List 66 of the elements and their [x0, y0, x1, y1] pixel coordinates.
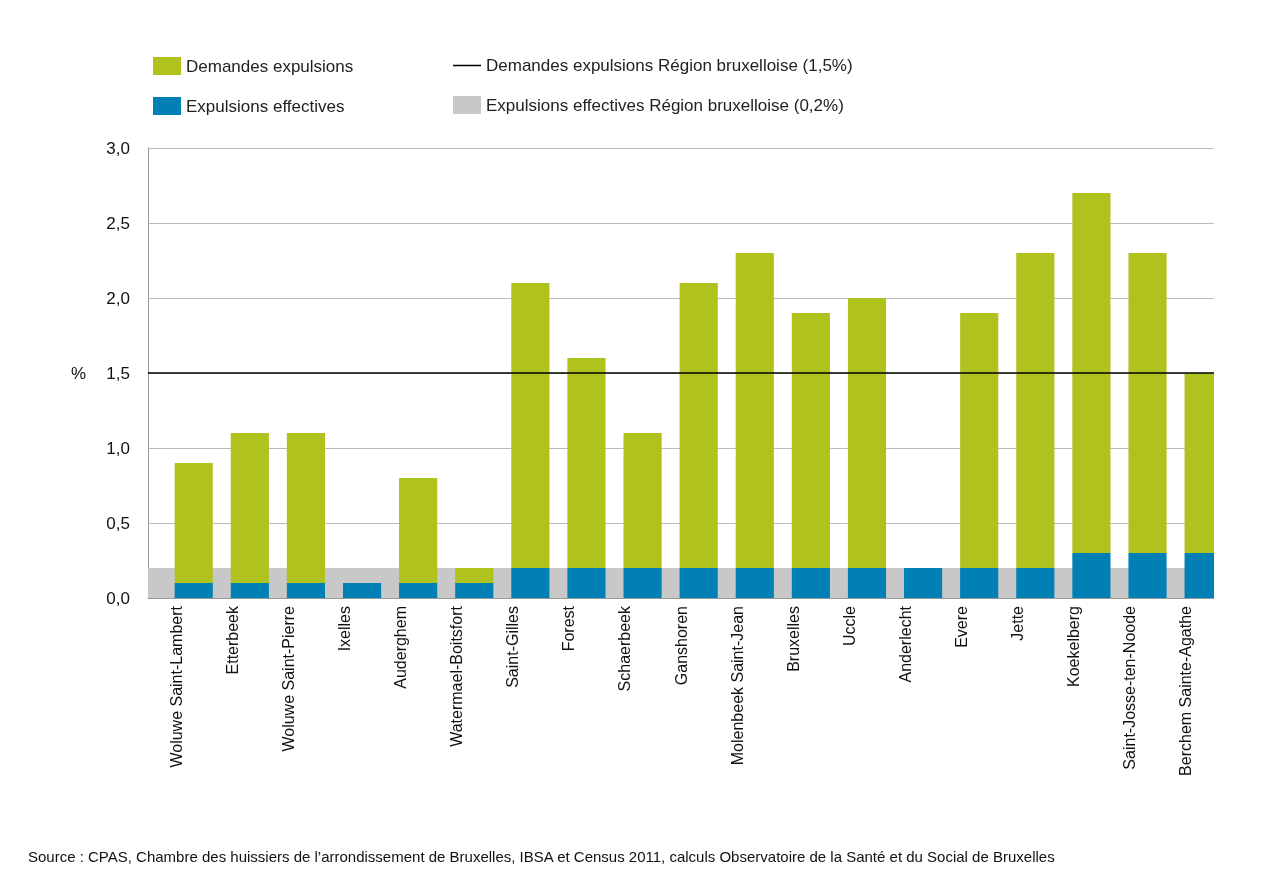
bar: [567, 358, 606, 568]
x-tick-label: Forest: [560, 605, 578, 652]
y-tick-label: 3,0: [106, 138, 130, 158]
x-tick-label: Molenbeek Saint-Jean: [728, 606, 746, 766]
bar: [1128, 553, 1167, 598]
bar: [679, 283, 718, 568]
x-tick-label: Schaerbeek: [616, 605, 634, 692]
bar: [960, 313, 999, 568]
bar: [174, 583, 213, 598]
x-tick-label: Ixelles: [335, 606, 353, 652]
x-tick-label: Saint-Gilles: [504, 606, 522, 688]
y-tick-label: 0,5: [106, 513, 130, 533]
legend-label: Expulsions effectives: [186, 96, 345, 116]
x-tick-label: Ganshoren: [672, 606, 690, 686]
bar: [286, 583, 326, 598]
bar: [847, 568, 887, 598]
y-axis-title: %: [70, 363, 86, 383]
bar: [1128, 253, 1167, 553]
bar: [342, 583, 382, 598]
y-tick-label: 2,5: [106, 213, 130, 233]
bar: [511, 568, 550, 598]
bar: [1072, 193, 1111, 553]
x-tick-label: Koekelberg: [1065, 606, 1083, 687]
bar: [1016, 568, 1055, 598]
y-tick-label: 1,0: [106, 438, 130, 458]
y-tick-label: 0,0: [106, 588, 130, 608]
x-tick-label: Woluwe Saint-Lambert: [167, 605, 185, 768]
bar: [735, 568, 774, 598]
x-tick-label: Bruxelles: [784, 606, 802, 672]
bar: [230, 433, 269, 583]
bar: [735, 253, 774, 568]
bar: [791, 568, 830, 598]
bar: [791, 313, 830, 568]
bar: [230, 583, 269, 598]
x-tick-label: Berchem Sainte-Agathe: [1177, 605, 1195, 776]
bar: [455, 568, 494, 583]
x-tick-label: Watermael-Boitsfort: [448, 605, 466, 747]
bar: [623, 568, 662, 598]
source-note: Source : CPAS, Chambre des huissiers de l’arrondissement de Bruxelles, IBSA et Census 2011, calculs Observatoire de la Santé et du Social de Bruxelles: [28, 848, 1055, 865]
x-tick-label: Saint-Josse-ten-Noode: [1121, 605, 1139, 770]
x-tick-label: Anderlecht: [896, 605, 914, 683]
bar: [623, 433, 662, 568]
legend-label: Demandes expulsions Région bruxelloise (1,5%): [486, 56, 853, 75]
bar: [960, 568, 999, 598]
legend-label: Expulsions effectives Région bruxelloise (0,2%): [486, 95, 844, 115]
bar: [567, 568, 606, 598]
bar: [511, 283, 550, 568]
bar: [455, 583, 494, 598]
x-tick-label: Uccle: [840, 605, 858, 647]
x-tick-label: Evere: [953, 605, 971, 648]
x-tick-label: Woluwe Saint-Pierre: [279, 605, 297, 752]
y-tick-label: 2,0: [106, 288, 130, 308]
bar: [904, 568, 943, 598]
bar: [399, 583, 438, 598]
x-tick-label: Etterbeek: [223, 605, 241, 675]
bar: [1016, 253, 1055, 568]
bar: [847, 298, 887, 568]
bar: [286, 433, 326, 583]
legend-label: Demandes expulsions: [186, 56, 354, 76]
x-tick-label: Jette: [1009, 605, 1027, 641]
bar: [1072, 553, 1111, 598]
x-tick-label: Auderghem: [391, 606, 409, 689]
y-tick-label: 1,5: [106, 363, 130, 383]
bar: [174, 463, 213, 583]
bar: [399, 478, 438, 583]
bar: [679, 568, 718, 598]
